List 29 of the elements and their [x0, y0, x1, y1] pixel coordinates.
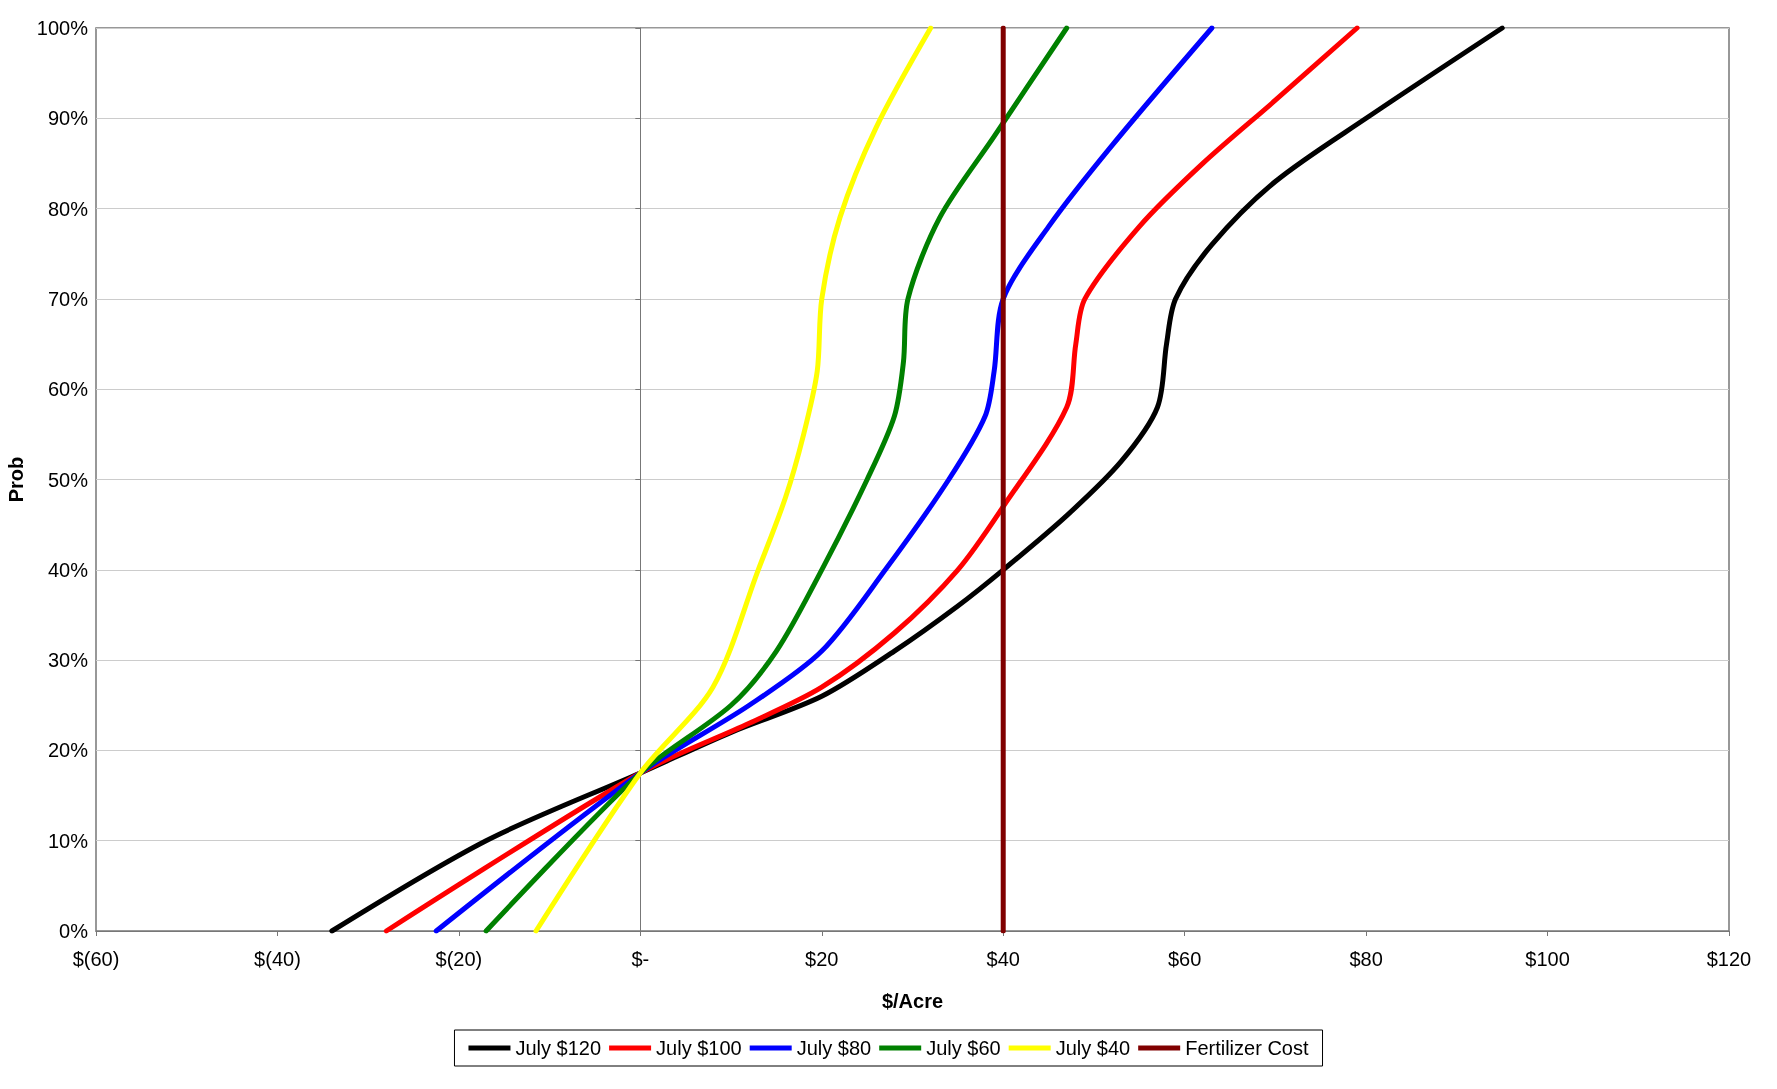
y-tick-label: 80% — [47, 197, 89, 220]
y-tick-label: 70% — [47, 287, 89, 310]
x-axis-title: $/Acre — [881, 990, 944, 1012]
legend-label: July $100 — [656, 1037, 742, 1059]
legend-label: July $120 — [515, 1037, 602, 1059]
x-tick-label: $(40) — [254, 948, 301, 970]
x-tick-label: $60 — [1167, 948, 1202, 970]
x-tick-label: $(20) — [435, 948, 483, 970]
y-tick-label: 60% — [47, 378, 89, 401]
y-tick-label: 20% — [47, 739, 89, 762]
y-tick-label: 10% — [47, 829, 89, 852]
x-tick-label: $- — [631, 948, 650, 970]
legend-label: July $60 — [926, 1037, 1001, 1059]
x-tick-label: $100 — [1525, 948, 1570, 970]
x-tick-label: $20 — [805, 948, 839, 970]
x-tick-label: $80 — [1349, 948, 1383, 970]
y-tick-label: 40% — [47, 558, 89, 581]
x-tick-label: $120 — [1706, 948, 1752, 970]
legend-label: July $40 — [1055, 1037, 1131, 1059]
y-tick-label: 0% — [59, 920, 89, 942]
y-tick-label: 100% — [36, 17, 89, 39]
y-tick-label: 30% — [47, 649, 89, 672]
x-tick-label: $(60) — [72, 948, 120, 970]
x-tick-label: $40 — [986, 948, 1020, 970]
legend-label: July $80 — [796, 1037, 872, 1059]
legend-label: Fertilizer Cost — [1185, 1037, 1309, 1059]
y-tick-label: 50% — [47, 468, 89, 491]
y-tick-label: 90% — [47, 107, 89, 130]
y-axis-title: Prob — [4, 456, 27, 503]
